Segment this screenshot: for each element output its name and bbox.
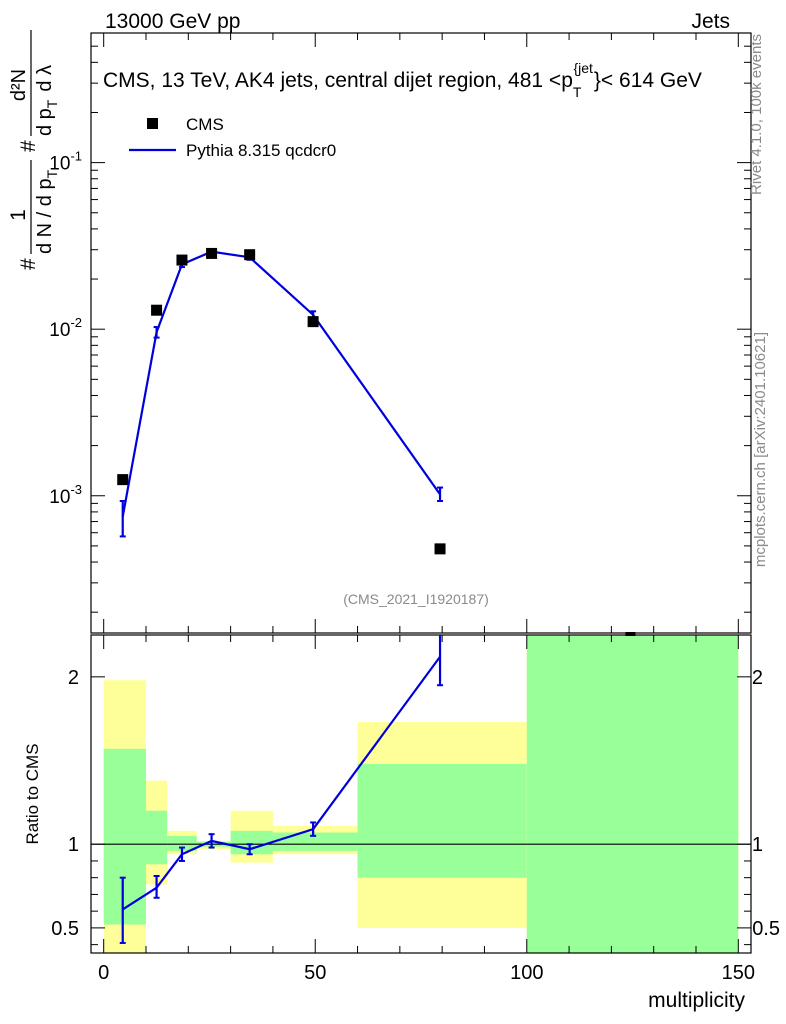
x-tick-label: 50 <box>304 962 326 984</box>
ratio-y-tick-label-left: 1 <box>68 834 79 856</box>
svg-text:d pTd λ: d pTd λ <box>34 65 60 136</box>
band-inner-0 <box>103 748 146 925</box>
rivet-version-label: Rivet 4.1.0, 100k events <box>748 34 765 195</box>
y-tick-label: 10-3 <box>49 482 82 508</box>
cms-marker <box>307 316 319 328</box>
ratio-y-tick-label-right: 1 <box>752 834 763 856</box>
x-tick-label: 100 <box>510 962 543 984</box>
cms-marker <box>151 304 163 316</box>
ratio-plot-data <box>119 635 444 944</box>
header-right: Jets <box>691 10 730 33</box>
cms-marker-offscale <box>625 632 636 636</box>
cms-marker <box>244 249 256 261</box>
ratio-panel-frame <box>90 634 752 954</box>
cms-marker <box>434 543 446 555</box>
ylabel-t1: T <box>44 169 60 178</box>
x-axis-label: multiplicity <box>648 989 745 1012</box>
main-y-axis-label: # 1 d N / d pT # d²N d pTd λ <box>7 30 60 270</box>
ratio-y-tick-label-right: 2 <box>752 667 763 689</box>
x-tick-label: 0 <box>98 962 109 984</box>
ratio-y-tick-label-left: 0.5 <box>51 918 79 940</box>
ylabel-one: 1 <box>7 209 30 221</box>
pythia-line <box>121 250 441 517</box>
analysis-watermark: (CMS_2021_I1920187) <box>343 591 489 607</box>
x-tick-label: 150 <box>722 962 755 984</box>
band-inner-6 <box>357 763 527 878</box>
band-inner-4 <box>230 830 273 855</box>
ylabel-hash-2: # <box>17 140 40 152</box>
band-inner-5 <box>272 832 358 851</box>
cms-marker <box>117 474 129 486</box>
ylabel-dn: d N / d p <box>34 178 56 254</box>
svg-text:CMS, 13 TeV, AK4 jets, central: CMS, 13 TeV, AK4 jets, central dijet reg… <box>103 60 702 100</box>
main-y-ticks: 10-1 10-2 10-3 <box>49 33 751 633</box>
title-tail: }< 614 GeV <box>594 69 702 92</box>
ratio-y-tick-label-left: 2 <box>68 667 79 689</box>
title-sup: {jet <box>573 60 593 76</box>
cms-marker <box>206 247 218 259</box>
y-tick-label: 10-2 <box>49 315 82 341</box>
chart-title: CMS, 13 TeV, AK4 jets, central dijet reg… <box>103 60 702 100</box>
title-main: CMS, 13 TeV, AK4 jets, central dijet reg… <box>103 69 573 92</box>
ratio-ticks: 0.5 0.5 1 1 2 2 0 50 100 150 <box>51 635 780 984</box>
ratio-uncertainty-bands <box>103 635 739 953</box>
ylabel-d2n: d²N <box>8 69 30 101</box>
main-panel-frame <box>90 32 752 634</box>
y-tick-label: 10-1 <box>49 149 82 175</box>
band-inner-1 <box>146 810 168 865</box>
offscale-markers <box>625 632 636 636</box>
main-plot-data <box>117 247 446 555</box>
header-left: 13000 GeV pp <box>105 10 240 33</box>
legend-pythia-label: Pythia 8.315 qcdcr0 <box>186 141 336 160</box>
legend: CMS Pythia 8.315 qcdcr0 <box>129 115 336 160</box>
legend-cms-marker <box>147 118 158 129</box>
ylabel-dpt: d p <box>34 108 56 136</box>
ratio-y-tick-label-right: 0.5 <box>752 918 780 940</box>
svg-text:d N / d pT: d N / d pT <box>34 169 60 254</box>
ratio-y-axis-label: Ratio to CMS <box>23 743 42 844</box>
ylabel-t2: T <box>44 99 60 108</box>
ylabel-dlambda: d λ <box>34 65 56 92</box>
title-sub: T <box>573 84 582 100</box>
cms-marker <box>176 254 188 266</box>
band-inner-2 <box>167 835 197 851</box>
legend-cms-label: CMS <box>186 115 224 134</box>
band-inner-7 <box>526 635 739 953</box>
ylabel-hash-1: # <box>17 258 40 270</box>
mcplots-reference-label: mcplots.cern.ch [arXiv:2401.10621] <box>752 332 769 567</box>
